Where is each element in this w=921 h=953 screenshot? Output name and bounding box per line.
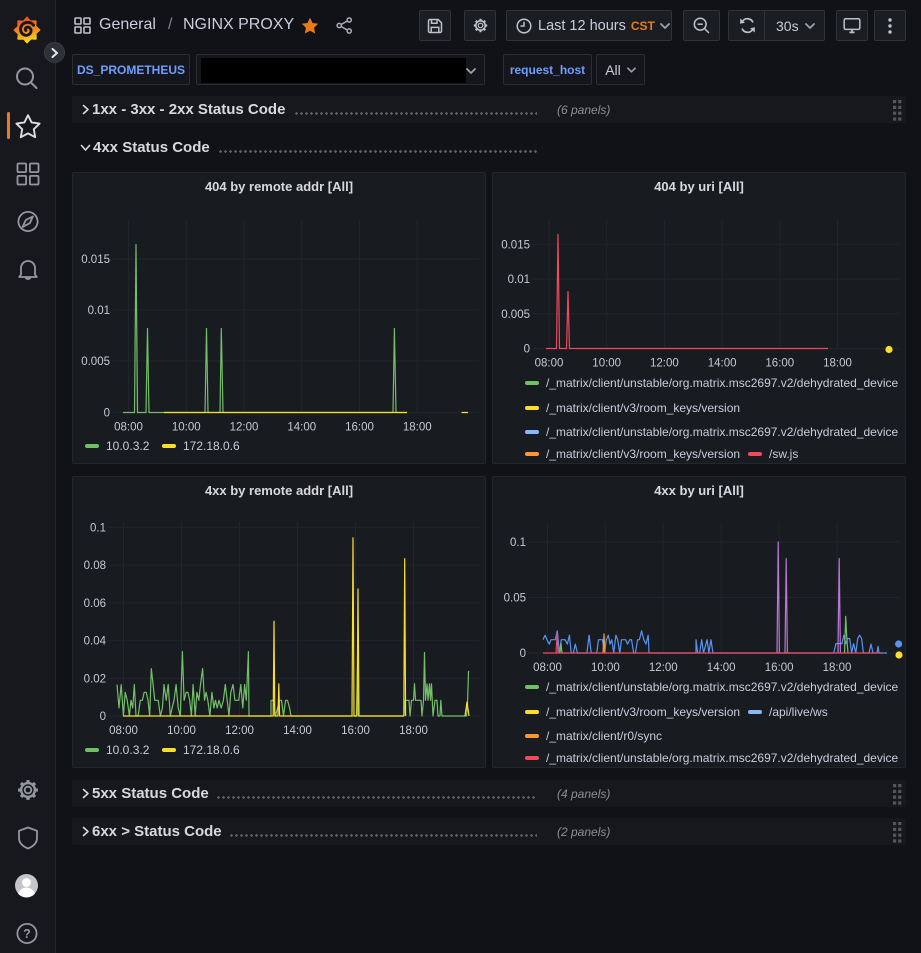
svg-text:0.04: 0.04 — [84, 636, 107, 648]
svg-text:10:00: 10:00 — [592, 358, 621, 370]
svg-text:18:00: 18:00 — [823, 358, 852, 370]
svg-text:0: 0 — [524, 344, 530, 356]
svg-text:16:00: 16:00 — [765, 358, 794, 370]
svg-text:0: 0 — [520, 648, 526, 660]
svg-text:12:00: 12:00 — [650, 358, 679, 370]
svg-text:0.015: 0.015 — [501, 239, 530, 251]
svg-text:18:00: 18:00 — [399, 725, 428, 737]
svg-text:14:00: 14:00 — [708, 358, 737, 370]
svg-text:12:00: 12:00 — [225, 725, 254, 737]
svg-text:18:00: 18:00 — [403, 422, 432, 434]
svg-text:08:00: 08:00 — [109, 725, 138, 737]
svg-text:0.1: 0.1 — [90, 522, 106, 534]
svg-text:10:00: 10:00 — [167, 725, 196, 737]
svg-text:08:00: 08:00 — [114, 422, 143, 434]
svg-text:0.02: 0.02 — [84, 673, 106, 685]
svg-text:0.06: 0.06 — [84, 598, 106, 610]
svg-text:16:00: 16:00 — [345, 422, 374, 434]
svg-text:0.1: 0.1 — [510, 537, 526, 549]
svg-text:14:00: 14:00 — [283, 725, 312, 737]
svg-text:16:00: 16:00 — [765, 662, 794, 674]
svg-text:18:00: 18:00 — [823, 662, 852, 674]
svg-text:16:00: 16:00 — [341, 725, 370, 737]
svg-text:08:00: 08:00 — [533, 662, 562, 674]
svg-text:08:00: 08:00 — [535, 358, 564, 370]
svg-text:10:00: 10:00 — [591, 662, 620, 674]
svg-text:0.005: 0.005 — [81, 356, 110, 368]
svg-text:14:00: 14:00 — [707, 662, 736, 674]
svg-text:12:00: 12:00 — [230, 422, 259, 434]
svg-text:14:00: 14:00 — [287, 422, 316, 434]
svg-text:0: 0 — [100, 711, 106, 723]
svg-text:12:00: 12:00 — [649, 662, 678, 674]
svg-text:0: 0 — [104, 408, 110, 420]
svg-text:0.005: 0.005 — [501, 309, 530, 321]
svg-text:0.015: 0.015 — [81, 254, 110, 266]
svg-text:0.01: 0.01 — [508, 274, 530, 286]
svg-text:0.01: 0.01 — [88, 305, 110, 317]
svg-text:0.05: 0.05 — [504, 593, 526, 605]
svg-text:0.08: 0.08 — [84, 560, 106, 572]
svg-text:10:00: 10:00 — [172, 422, 201, 434]
svg-text:?: ? — [23, 927, 31, 941]
